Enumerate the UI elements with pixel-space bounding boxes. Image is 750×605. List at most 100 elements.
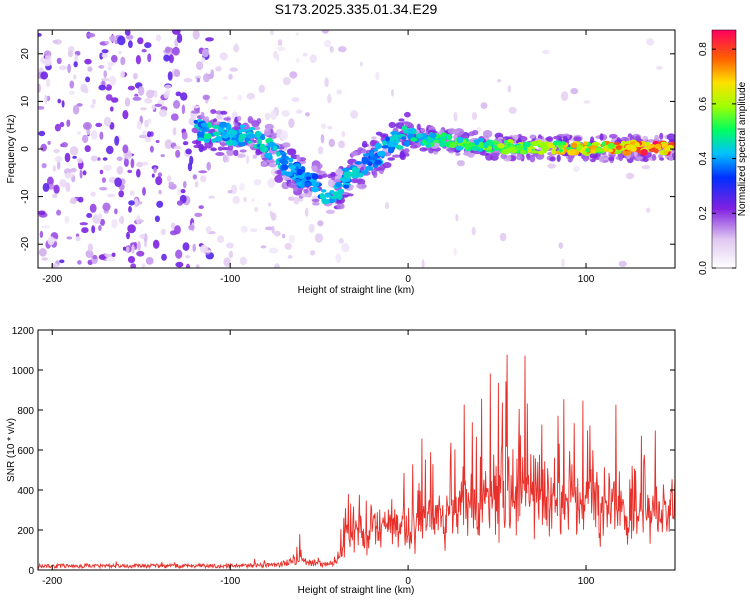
spectrogram-noise-blob [99,186,108,191]
spectrogram-ridge-halo [618,153,624,162]
spectrogram-noise-blob [132,96,142,101]
spectrogram-ridge-halo [210,147,217,152]
spectrogram-noise-blob [73,74,77,80]
spectrogram-ridge-blob [279,158,287,164]
spectrogram-ridge-blob [361,157,369,164]
spectrogram-noise-blob [44,94,48,104]
spectrogram-ridge-blob [456,136,464,144]
spectrogram-noise-blob [267,178,276,188]
spectrogram-noise-blob [98,254,107,260]
spectrogram-noise-blob [280,130,289,141]
spectrogram-ridge-blob [351,166,358,173]
spectrogram-noise-blob [111,54,118,63]
x-tick-label: 100 [578,576,595,587]
spectrogram-noise-blob [107,193,115,198]
spectrogram-ridge-blob [200,122,209,128]
spectrogram-ridge-blob [334,191,340,199]
spectrogram-noise-blob [226,242,234,249]
spectrogram-noise-blob [114,135,120,146]
spectrogram-noise-blob [455,214,459,222]
spectrogram-ridge-halo [191,110,201,114]
spectrogram-noise-blob [471,112,478,120]
spectrogram-ridge-halo [608,133,618,139]
spectrogram-noise-blob [84,145,91,153]
spectrogram-y-label: Frequency (Hz) [6,115,17,184]
spectrogram-noise-blob [72,155,77,159]
spectrogram-noise-blob [90,191,96,197]
spectrogram-noise-blob [38,33,42,37]
spectrogram-noise-blob [287,255,293,259]
spectrogram-ridge-blob [416,134,424,138]
spectrogram-ridge-blob [226,123,232,131]
spectrogram-ridge-halo [382,162,392,169]
spectrogram-noise-blob [69,146,79,156]
spectrogram-ridge-halo [361,140,368,148]
spectrogram-ridge-blob [607,142,615,150]
spectrogram-ridge-blob [595,147,604,152]
spectrogram-noise-blob [140,107,147,111]
spectrogram-noise-blob [77,260,82,265]
snr-frame [37,329,676,571]
spectrogram-ridge-blob [196,137,205,142]
spectrogram-noise-blob [289,71,298,79]
spectrogram-noise-blob [310,250,316,256]
spectrogram-noise-blob [656,66,663,70]
spectrogram-ridge-blob [542,146,548,154]
spectrogram-noise-blob [208,195,216,199]
spectrogram-ridge-blob [284,173,293,177]
spectrogram-noise-blob [260,245,267,249]
spectrogram-ridge-blob [568,148,576,156]
spectrogram-ridge-halo [215,152,225,156]
spectrogram-noise-blob [228,73,233,80]
spectrogram-ridge-halo [263,128,271,136]
spectrogram-noise-blob [144,240,147,248]
spectrogram-ridge-blob [557,144,564,149]
spectrogram-noise-blob [558,242,564,249]
spectrogram-ridge-halo [642,157,649,163]
spectrogram-noise-blob [217,235,225,244]
x-tick-label: -200 [42,274,62,285]
spectrogram-noise-blob [99,131,104,140]
spectrogram-ridge-blob [634,142,640,148]
spectrogram-noise-blob [68,90,75,96]
spectrogram-noise-blob [111,218,118,229]
spectrogram-ridge-halo [516,153,524,161]
spectrogram-ridge-blob [410,137,418,142]
spectrogram-noise-blob [270,212,277,221]
spectrogram-ridge-halo [647,139,655,143]
spectrogram-ridge-halo [220,110,228,115]
x-tick-label: 100 [578,274,595,285]
spectrogram-noise-blob [40,143,47,152]
spectrogram-noise-blob [107,61,115,67]
spectrogram-ridge-halo [599,133,604,141]
spectrogram-noise-blob [175,261,184,268]
spectrogram-noise-blob [59,178,67,188]
spectrogram-noise-blob [103,164,112,171]
spectrogram-noise-blob [41,163,47,169]
spectrogram-noise-blob [168,54,174,64]
spectrogram-noise-blob [91,129,98,140]
spectrogram-noise-blob [166,175,172,182]
spectrogram-ridge-blob [218,126,225,133]
spectrogram-noise-blob [87,243,93,252]
spectrogram-noise-blob [273,230,281,237]
spectrogram-noise-blob [89,203,97,213]
spectrogram-noise-blob [160,228,166,236]
spectrogram-noise-blob [641,165,651,170]
spectrogram-noise-blob [314,233,324,243]
spectrogram-noise-blob [338,140,345,149]
spectrogram-noise-blob [542,49,550,55]
spectrogram-noise-blob [291,97,300,103]
spectrogram-noise-blob [359,61,363,67]
spectrogram-noise-blob [131,244,135,254]
spectrogram-noise-blob [47,176,54,186]
spectrogram-noise-blob [391,89,394,97]
spectrogram-ridge-halo [398,118,405,122]
spectrogram-ridge-halo [471,129,479,136]
spectrogram-ridge-blob [247,133,256,139]
spectrogram-noise-blob [507,85,511,93]
spectrogram-ridge-blob [552,142,562,146]
spectrogram-ridge-halo [512,134,519,140]
spectrogram-ridge-halo [221,141,226,148]
spectrogram-noise-blob [43,58,52,67]
